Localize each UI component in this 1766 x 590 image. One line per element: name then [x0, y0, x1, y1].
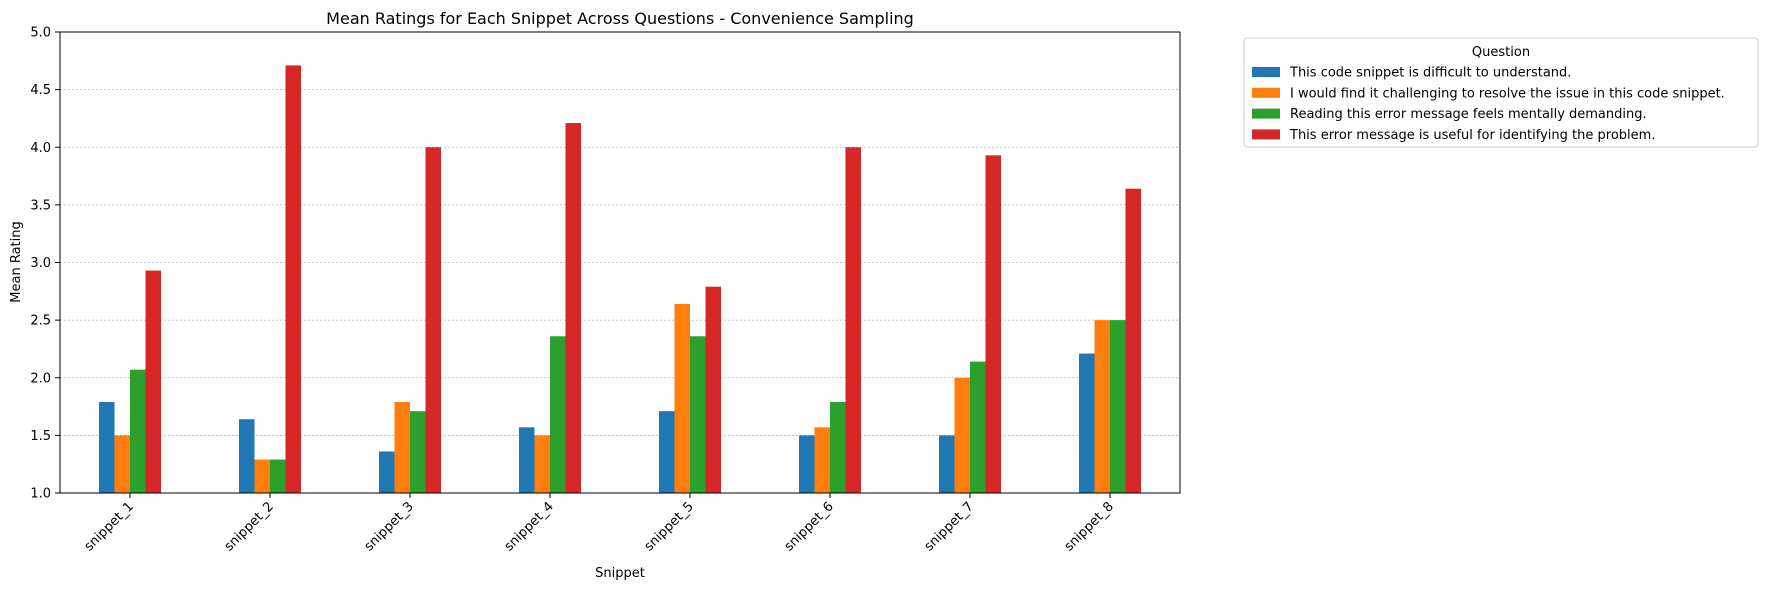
bar	[379, 451, 395, 493]
bar	[565, 123, 581, 494]
bar	[285, 65, 301, 494]
bar	[145, 270, 161, 493]
y-tick-label: 2.0	[30, 371, 51, 386]
bar	[799, 435, 815, 493]
grid-lines	[60, 89, 1180, 436]
bar	[814, 427, 830, 493]
legend-label: Reading this error message feels mentall…	[1290, 107, 1647, 122]
x-axis-label: Snippet	[595, 566, 645, 581]
bar	[534, 435, 550, 493]
bar	[519, 427, 535, 493]
bar	[550, 336, 566, 493]
bar	[954, 377, 970, 493]
bar	[394, 401, 410, 493]
bar	[130, 369, 146, 493]
chart-title: Mean Ratings for Each Snippet Across Que…	[326, 9, 914, 28]
bar	[254, 459, 270, 493]
y-tick-label: 4.0	[30, 141, 51, 156]
x-axis: snippet_1 snippet_2 snippet_3 snippet_4 snip…	[82, 493, 1117, 554]
bar	[985, 155, 1001, 493]
legend-swatch	[1252, 129, 1280, 140]
bar	[690, 336, 706, 493]
bar	[659, 411, 675, 493]
legend-swatch	[1252, 67, 1280, 77]
x-tick-label: snippet_7	[922, 499, 977, 554]
bar	[99, 401, 115, 493]
bar	[425, 147, 441, 493]
x-tick-label: snippet_8	[1062, 499, 1117, 554]
legend: Question This code snippet is difficult …	[1243, 37, 1759, 148]
y-tick-label: 1.0	[30, 487, 51, 502]
x-tick-label: snippet_1	[82, 499, 137, 554]
y-axis: 1.0 1.5 2.0 2.5 3.0 3.5 4.0 4.5 5.0	[30, 26, 60, 502]
bar	[845, 147, 861, 493]
legend-frame	[1243, 37, 1759, 148]
bar	[1110, 320, 1126, 493]
y-tick-label: 2.5	[30, 314, 51, 329]
y-axis-label: Mean Rating	[9, 221, 24, 302]
bar	[705, 286, 721, 493]
bars	[99, 65, 1141, 494]
y-tick-label: 4.5	[30, 83, 51, 98]
y-tick-label: 1.5	[30, 429, 51, 444]
bar	[1079, 353, 1095, 493]
bar	[830, 401, 846, 493]
legend-swatch	[1252, 87, 1280, 98]
legend-label: This code snippet is difficult to unders…	[1289, 66, 1571, 81]
bar	[410, 411, 426, 493]
bar	[114, 435, 130, 493]
legend-label: I would find it challenging to resolve t…	[1290, 86, 1725, 101]
bar	[270, 459, 286, 493]
y-tick-label: 5.0	[30, 26, 51, 41]
bar	[239, 419, 255, 493]
bar	[1125, 188, 1141, 494]
x-tick-label: snippet_5	[642, 499, 697, 554]
x-tick-label: snippet_4	[502, 499, 557, 554]
legend-swatch	[1252, 108, 1280, 119]
legend-label: This error message is useful for identif…	[1289, 128, 1655, 143]
bar	[970, 361, 986, 493]
bar	[939, 435, 955, 493]
x-tick-label: snippet_6	[782, 499, 837, 554]
bar	[1094, 320, 1110, 493]
x-tick-label: snippet_3	[362, 499, 417, 554]
y-tick-label: 3.5	[30, 198, 51, 213]
y-tick-label: 3.0	[30, 256, 51, 271]
legend-title: Question	[1472, 45, 1530, 60]
x-tick-label: snippet_2	[222, 499, 277, 554]
bar	[674, 303, 690, 493]
